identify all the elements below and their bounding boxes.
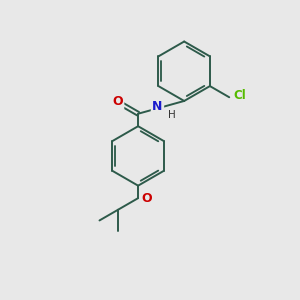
Text: O: O — [141, 192, 152, 205]
Text: Cl: Cl — [233, 89, 246, 102]
Text: N: N — [152, 100, 163, 113]
Text: O: O — [112, 95, 123, 108]
Text: H: H — [168, 110, 176, 120]
